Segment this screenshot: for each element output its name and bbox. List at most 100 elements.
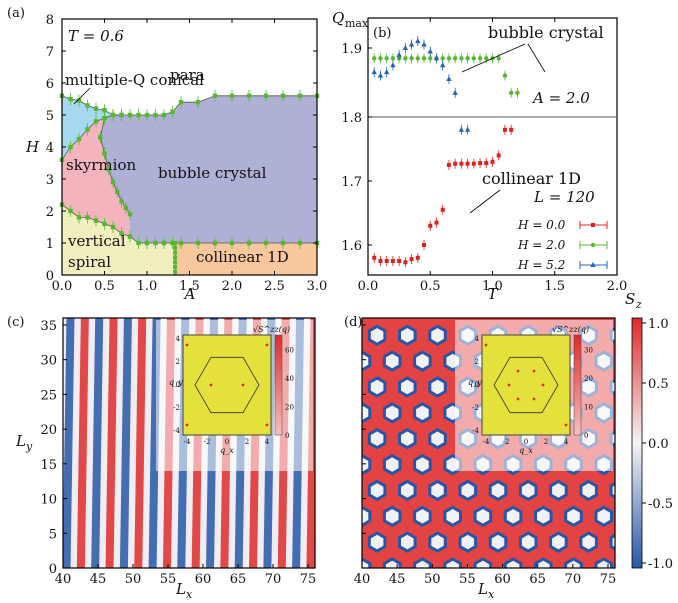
phase-point [119, 199, 124, 204]
phase-point [119, 231, 124, 236]
inset-title: √S^zz(q) [552, 325, 589, 334]
bubble [641, 533, 657, 551]
y-tick-label: 1.9 [341, 42, 362, 57]
inset-y-tick: 0 [475, 381, 479, 389]
data-point-h2 [446, 56, 452, 61]
phase-point [76, 136, 82, 142]
bragg-peak [209, 383, 213, 387]
x-tick-label: 3.0 [307, 279, 328, 294]
legend-entry: H = 5.2 [517, 258, 565, 272]
data-point-h0 [440, 207, 445, 212]
bubble [549, 479, 568, 502]
x-tick-label: 2.0 [222, 279, 243, 294]
bubble [382, 557, 402, 568]
legend-marker [591, 223, 595, 227]
bubble [382, 350, 402, 372]
inset-y-tick: 2 [176, 358, 180, 366]
inset-plot [481, 334, 571, 436]
label-vertical-spiral-line1: vertical [67, 232, 126, 250]
temperature-annotation: T = 0.6 [68, 27, 124, 45]
data-point-h2 [440, 56, 445, 61]
phase-point [153, 112, 158, 118]
data-point-h2 [515, 90, 520, 96]
inset-x-tick: -4 [184, 438, 191, 446]
bubble [458, 531, 478, 553]
spin-texture-panel-c: 0 20 40 60 -4 -4 -2 -2 0 0 2 2 4 4 √S^zz(q) q_x q_y 40 45 5… [7, 315, 316, 601]
bubble [413, 505, 432, 528]
data-point-h52 [377, 72, 384, 78]
a-annotation: A = 2.0 [531, 89, 590, 107]
bragg-peak [185, 423, 189, 427]
spin-stripe [63, 318, 75, 568]
inset-cbar-tick: 0 [285, 432, 289, 440]
spin-texture-panel-d: 0 10 20 30 -4 -4 -2 -2 0 0 2 2 4 4 √S^zz(q) q_x q_y 40 45 5… [324, 315, 657, 603]
y-axis-label-q: Q [332, 9, 344, 27]
y-tick-label: 6 [46, 77, 54, 92]
bubble [503, 557, 523, 568]
bubble [339, 378, 355, 396]
phase-point [178, 100, 184, 105]
bubble [367, 479, 387, 502]
data-point-h52 [440, 62, 446, 68]
y-tick-label: 25 [40, 388, 57, 403]
phase-point [85, 215, 90, 220]
phase-point [229, 240, 235, 246]
x-tick-label: 70 [565, 572, 582, 587]
phase-point [136, 112, 141, 118]
data-point-h52 [446, 76, 452, 82]
data-point-h52 [402, 45, 409, 50]
data-point-h2 [477, 56, 483, 61]
bubble [488, 531, 508, 553]
phase-point [178, 240, 184, 246]
data-point-h0 [409, 257, 414, 262]
y-tick-label: 1.8 [341, 111, 362, 126]
bubble [382, 505, 402, 528]
panel-label-c: (c) [7, 315, 24, 330]
sz-colorbar: 1.0 0.5 0.0 -0.5 -1.0 S z [625, 290, 673, 572]
brillouin-zone-hexagon [194, 356, 260, 414]
data-point-h2 [421, 56, 427, 61]
phase-point [173, 245, 178, 250]
phase-point [173, 265, 178, 269]
bubble [398, 427, 417, 450]
phase-point [76, 215, 82, 220]
bubble [339, 430, 355, 448]
bubble [367, 531, 387, 553]
x-tick-label: 55 [160, 572, 177, 587]
bubble-pointer-1 [461, 43, 526, 73]
phase-point [110, 180, 116, 185]
inset-y-tick: 2 [475, 358, 479, 366]
phase-point [115, 189, 120, 194]
data-point-h0 [397, 259, 402, 263]
data-point-h2 [496, 56, 501, 61]
y-tick-label: 15 [40, 458, 57, 473]
bubble [324, 507, 340, 525]
phase-point [173, 241, 178, 245]
spin-stripe [134, 318, 147, 568]
bubble [581, 585, 597, 603]
phase-point [170, 109, 175, 114]
panel-label-b: (b) [373, 26, 391, 41]
y-tick-label: 5 [46, 109, 54, 124]
phase-point [297, 93, 303, 98]
inset-colorbar [274, 334, 283, 436]
bubble-pointer-2 [527, 43, 546, 73]
colorbar-label-sub: z [635, 298, 642, 311]
inset-x-tick: -2 [503, 438, 510, 446]
phase-point [246, 93, 252, 98]
phase-point [98, 135, 103, 140]
bubble [369, 585, 385, 603]
bubble [579, 531, 598, 553]
colorbar-label-s: S [625, 290, 635, 308]
bubble [428, 324, 447, 347]
region-vertical-spiral [62, 204, 176, 275]
brillouin-zone-hexagon [493, 356, 559, 414]
x-axis-label: T [488, 285, 499, 303]
data-point-h0 [502, 127, 507, 132]
inset-y-tick: -2 [472, 404, 479, 412]
label-collinear-1d: collinear 1D [482, 169, 581, 188]
phase-point [127, 212, 133, 217]
x-tick-label: 70 [265, 572, 282, 587]
y-tick-label: 0 [49, 562, 57, 577]
x-tick-label: 1.5 [179, 279, 200, 294]
